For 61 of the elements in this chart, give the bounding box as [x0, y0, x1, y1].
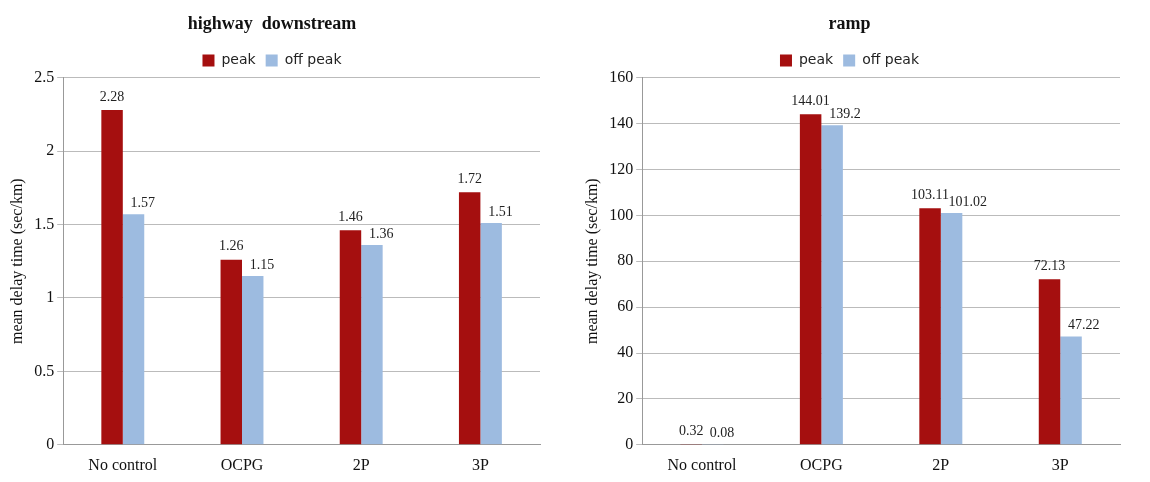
data-label: 103.11: [911, 186, 950, 202]
y-tick-label: 0.5: [34, 361, 55, 379]
bar: [122, 214, 145, 445]
y-tick-label: 0: [625, 435, 634, 452]
data-label: 1.51: [488, 203, 513, 219]
data-label: 47.22: [1068, 317, 1100, 333]
data-label: 2.28: [99, 88, 125, 104]
data-label: 101.02: [948, 193, 988, 209]
chart-title: ramp: [828, 13, 871, 34]
bar: [458, 192, 481, 445]
bar: [940, 212, 963, 445]
bar: [361, 245, 383, 445]
x-tick-label: No control: [667, 455, 737, 473]
data-label: 0.32: [678, 422, 704, 438]
y-tick-label: 20: [617, 389, 634, 407]
y-tick-label: 80: [617, 251, 634, 269]
data-label: 1.15: [249, 256, 275, 272]
y-tick-label: 160: [609, 67, 634, 85]
x-tick-label: 3P: [471, 455, 489, 473]
x-tick-label: OCPG: [220, 455, 264, 473]
bar: [799, 114, 822, 445]
y-tick-label: 120: [609, 159, 634, 177]
y-tick-label: 40: [617, 343, 634, 361]
data-label: 1.36: [368, 225, 394, 241]
legend-label: peak: [221, 51, 257, 68]
bar: [220, 259, 242, 445]
data-label: 1.26: [219, 238, 244, 254]
y-tick-label: 2: [46, 141, 55, 159]
data-label: 1.57: [130, 194, 156, 210]
x-tick-label: OCPG: [800, 455, 844, 473]
y-tick-label: 140: [609, 113, 634, 131]
x-tick-label: 2P: [352, 455, 370, 473]
legend-label: off peak: [862, 51, 920, 68]
data-label: 1.46: [338, 209, 363, 225]
bar: [480, 223, 502, 445]
x-tick-label: No control: [88, 455, 158, 473]
bar: [101, 109, 123, 445]
data-label: 0.08: [709, 425, 735, 441]
data-label: 1.72: [457, 170, 482, 186]
data-label: 72.13: [1033, 257, 1066, 273]
y-axis-title: mean delay time (sec/km): [582, 178, 601, 345]
data-label: 144.01: [791, 92, 830, 108]
y-tick-label: 1.5: [34, 214, 55, 232]
y-tick-label: 0: [46, 435, 55, 452]
y-tick-label: 100: [609, 205, 634, 223]
legend-label: peak: [798, 51, 835, 68]
data-label: 139.2: [829, 106, 861, 122]
bar: [919, 208, 941, 445]
bar: [242, 275, 264, 445]
y-tick-label: 1: [46, 288, 55, 306]
legend-label: off peak: [284, 51, 343, 68]
x-tick-label: 3P: [1051, 455, 1069, 473]
x-tick-label: 2P: [932, 455, 950, 473]
y-tick-label: 60: [617, 297, 634, 315]
chart-title: highway downstream: [187, 13, 357, 34]
bar: [1060, 336, 1082, 445]
y-axis-title: mean delay time (sec/km): [7, 178, 26, 345]
y-tick-label: 2.5: [34, 67, 55, 85]
bar: [339, 230, 362, 445]
bar: [1038, 279, 1061, 445]
bar: [821, 125, 843, 445]
